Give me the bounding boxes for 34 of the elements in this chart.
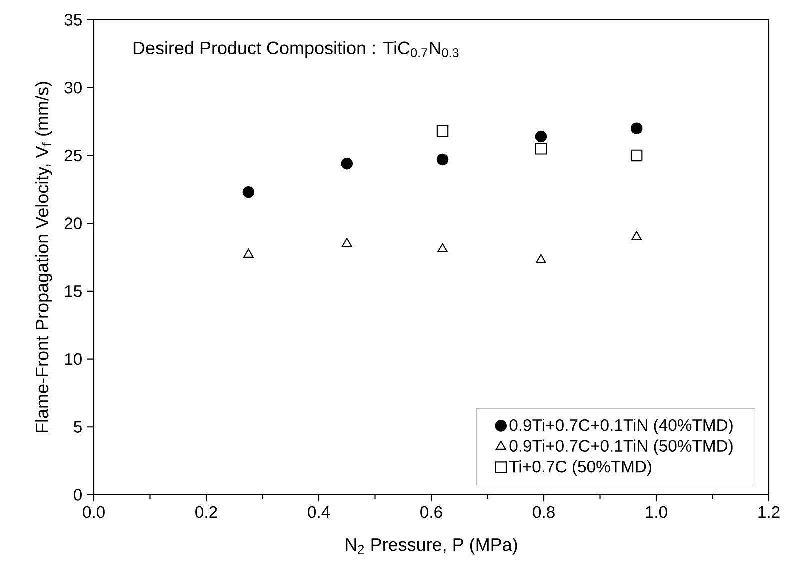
point (342, 238, 352, 248)
point (436, 154, 449, 166)
point (535, 143, 548, 155)
point (632, 231, 642, 240)
x-tick-label: 0.8 (533, 506, 555, 518)
y-tick-label: 15 (65, 286, 82, 298)
point (244, 248, 254, 258)
x-tick-label: 0.0 (83, 506, 105, 518)
x-tick-label: 0.2 (196, 506, 218, 518)
point (535, 130, 548, 143)
point (242, 186, 255, 198)
y-axis-title: Flame-Front Propagation Velocity, V$_{f}$ (mm/s) (35, 82, 52, 432)
point (630, 150, 643, 162)
legend-label: Ti+0.7C (50%TMD) (510, 460, 652, 476)
point (341, 158, 353, 170)
y-tick-label: 0 (74, 489, 82, 501)
point (436, 125, 449, 138)
legend-label: 0.9Ti+0.7C+0.1TiN (50%TMD) (510, 440, 733, 456)
x-tick-label: 1.2 (758, 506, 780, 518)
y-tick-label: 10 (65, 353, 82, 366)
point (630, 122, 643, 134)
y-tick-label: 25 (64, 150, 82, 162)
x-tick-label: 0.6 (420, 506, 442, 518)
point (438, 243, 448, 253)
x-tick-label: 1.0 (646, 506, 668, 518)
annotation: Desired Product Composition : TiC$_{0.7}$N$_{0.3}$ (134, 41, 459, 58)
y-tick-label: 5 (74, 421, 82, 433)
y-tick-label: 30 (64, 82, 82, 94)
y-tick-label: 20 (64, 218, 82, 230)
y-tick-label: 35 (64, 14, 82, 26)
legend-label: 0.9Ti+0.7C+0.1TiN (40%TMD) (510, 418, 733, 435)
x-axis-title: N$_{2}$ Pressure, P (MPa) (346, 538, 518, 555)
x-tick-label: 0.4 (308, 506, 330, 518)
point (536, 254, 546, 264)
